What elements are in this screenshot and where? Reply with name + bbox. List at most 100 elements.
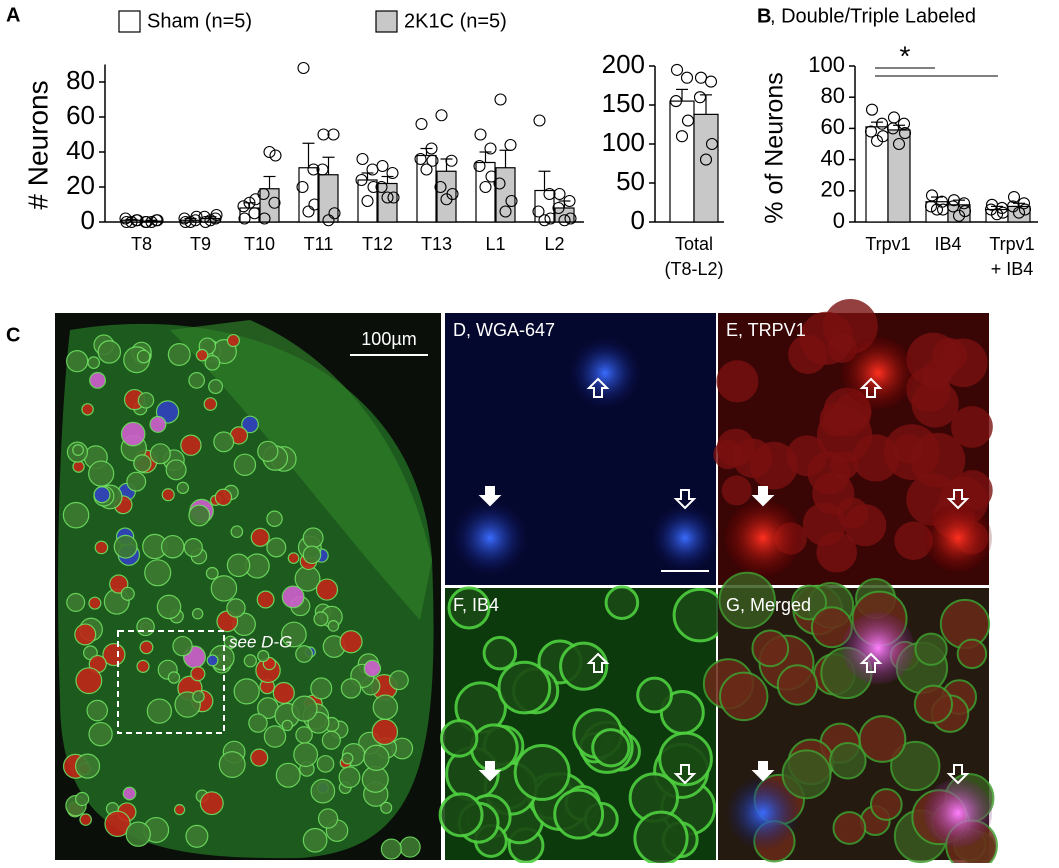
cell — [893, 434, 923, 464]
data-point — [675, 130, 689, 143]
arrow — [673, 489, 697, 510]
cell — [281, 719, 294, 732]
panel-label: G, Merged — [726, 595, 811, 615]
cell — [93, 486, 111, 504]
data-point — [532, 205, 545, 218]
cell — [439, 719, 479, 758]
data-point — [263, 145, 276, 159]
cell — [192, 690, 205, 703]
data-point — [892, 137, 906, 151]
data-point — [355, 173, 368, 187]
cell — [213, 431, 235, 453]
data-point — [414, 152, 427, 166]
data-point — [699, 153, 713, 166]
cell — [672, 587, 728, 643]
cell — [816, 531, 858, 573]
cell — [176, 481, 190, 495]
cell — [447, 586, 491, 630]
data-point — [307, 163, 320, 176]
cell — [243, 654, 257, 668]
cell — [66, 592, 86, 612]
data-point — [898, 127, 912, 140]
arrow — [859, 377, 883, 398]
data-point — [257, 187, 270, 201]
data-point — [957, 197, 971, 210]
cell — [591, 728, 631, 768]
data-point — [1017, 197, 1031, 210]
y-tick-label: 60 — [821, 114, 845, 139]
data-point — [145, 215, 158, 229]
cell — [104, 810, 131, 838]
bar — [495, 167, 516, 223]
labeled-cell — [842, 337, 914, 409]
data-point — [704, 75, 718, 88]
data-point — [297, 61, 310, 75]
bar — [416, 154, 437, 223]
cell — [951, 470, 993, 511]
data-point — [558, 214, 571, 227]
cell — [553, 788, 605, 840]
cell — [120, 421, 146, 447]
data-point — [296, 180, 309, 194]
data-point — [930, 203, 944, 216]
cell — [718, 571, 776, 630]
cell — [120, 586, 135, 601]
data-point — [426, 154, 439, 167]
scale-bar-label: 100µm — [361, 329, 416, 349]
y-tick-label: 20 — [66, 170, 95, 200]
micrographs: 100µm see D-G D, WGA-647 E, TRPV1 F, IB4 G, M… — [55, 299, 998, 868]
bar — [693, 113, 719, 223]
cell — [149, 443, 171, 465]
cell — [241, 415, 259, 434]
cell — [226, 598, 246, 618]
cell — [87, 356, 101, 369]
cell — [317, 808, 339, 829]
cell — [89, 371, 106, 389]
data-point — [375, 180, 388, 194]
cell — [122, 786, 137, 801]
data-point — [705, 137, 719, 151]
cell — [302, 827, 328, 853]
panel-label: E, TRPV1 — [726, 320, 806, 340]
data-point — [317, 128, 330, 141]
data-point — [499, 205, 512, 218]
x-tick-label: T10 — [244, 234, 275, 254]
cell — [266, 537, 287, 558]
cell — [62, 501, 90, 529]
labeled-cell — [725, 775, 801, 851]
labeled-cell — [651, 504, 719, 572]
cell — [399, 836, 421, 858]
y-tick-label: 50 — [616, 166, 645, 196]
cell — [913, 684, 954, 724]
cell — [956, 638, 988, 670]
cell — [263, 725, 287, 748]
cell — [327, 620, 340, 632]
x-tick-label: T8 — [131, 234, 152, 254]
data-point — [493, 177, 506, 190]
data-point — [875, 117, 889, 130]
arrow — [478, 761, 502, 782]
annotation: * — [900, 40, 911, 71]
cell — [293, 742, 319, 768]
cell — [167, 342, 191, 366]
data-point — [440, 193, 453, 206]
cell — [133, 454, 152, 473]
data-point — [484, 142, 497, 155]
y-tick-label: 200 — [602, 49, 645, 79]
data-point — [552, 201, 565, 215]
cell — [75, 667, 103, 695]
cell — [226, 333, 240, 348]
bar — [669, 100, 695, 223]
cell — [295, 645, 313, 663]
data-point — [1007, 190, 1021, 204]
data-point — [198, 210, 211, 223]
data-point — [237, 200, 250, 213]
bar — [947, 204, 971, 223]
cell — [203, 397, 218, 411]
data-point — [327, 128, 340, 141]
cell — [658, 731, 713, 787]
data-point — [897, 117, 911, 130]
cell — [74, 623, 97, 646]
y-tick-label: 40 — [66, 135, 95, 165]
nerve-fibers — [170, 320, 432, 620]
